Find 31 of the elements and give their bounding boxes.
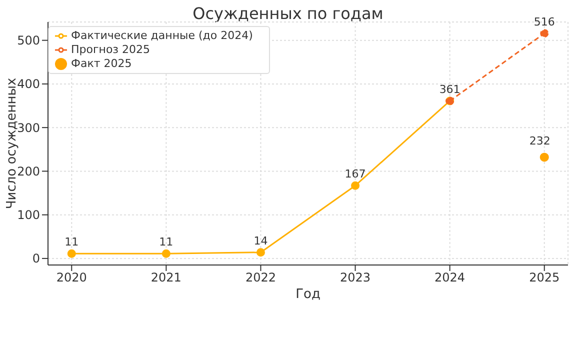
legend-label: Факт 2025: [71, 57, 132, 70]
y-tick-label: 500: [17, 34, 40, 48]
x-tick-label: 2024: [434, 270, 466, 285]
x-tick-label: 2020: [56, 270, 87, 285]
legend-label: Прогноз 2025: [71, 43, 150, 56]
point: [162, 249, 170, 258]
x-tick-label: 2023: [340, 270, 371, 285]
x-tick-label: 2021: [150, 270, 182, 285]
x-axis-title: Год: [296, 287, 320, 302]
y-tick-label: 400: [17, 77, 40, 92]
chart-title: Осужденных по годам: [192, 4, 384, 23]
point: [67, 249, 76, 258]
point: [351, 181, 360, 190]
point: [256, 248, 265, 257]
y-tick-label: 100: [17, 208, 40, 222]
x-tick-label: 2025: [529, 270, 560, 285]
data-label: 232: [529, 134, 550, 148]
y-tick-label: 300: [17, 120, 40, 135]
point: [540, 29, 549, 38]
y-axis-title: Число осужденных: [4, 78, 20, 210]
data-label: 361: [439, 82, 460, 96]
data-label: 167: [344, 168, 366, 181]
x-tick-label: 2022: [245, 270, 276, 285]
y-tick-label: 0: [32, 252, 40, 266]
data-label: 516: [534, 15, 555, 28]
data-label: 14: [254, 234, 268, 248]
y-tick-label: 200: [17, 164, 40, 178]
legend-label: Фактические данные (до 2024): [71, 29, 253, 42]
point: [540, 152, 549, 162]
data-label: 11: [159, 236, 174, 249]
data-label: 11: [64, 236, 79, 249]
